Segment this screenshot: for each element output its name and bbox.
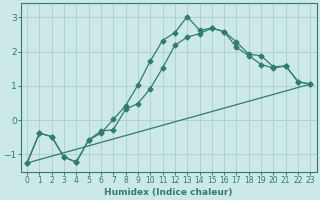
X-axis label: Humidex (Indice chaleur): Humidex (Indice chaleur) xyxy=(104,188,233,197)
